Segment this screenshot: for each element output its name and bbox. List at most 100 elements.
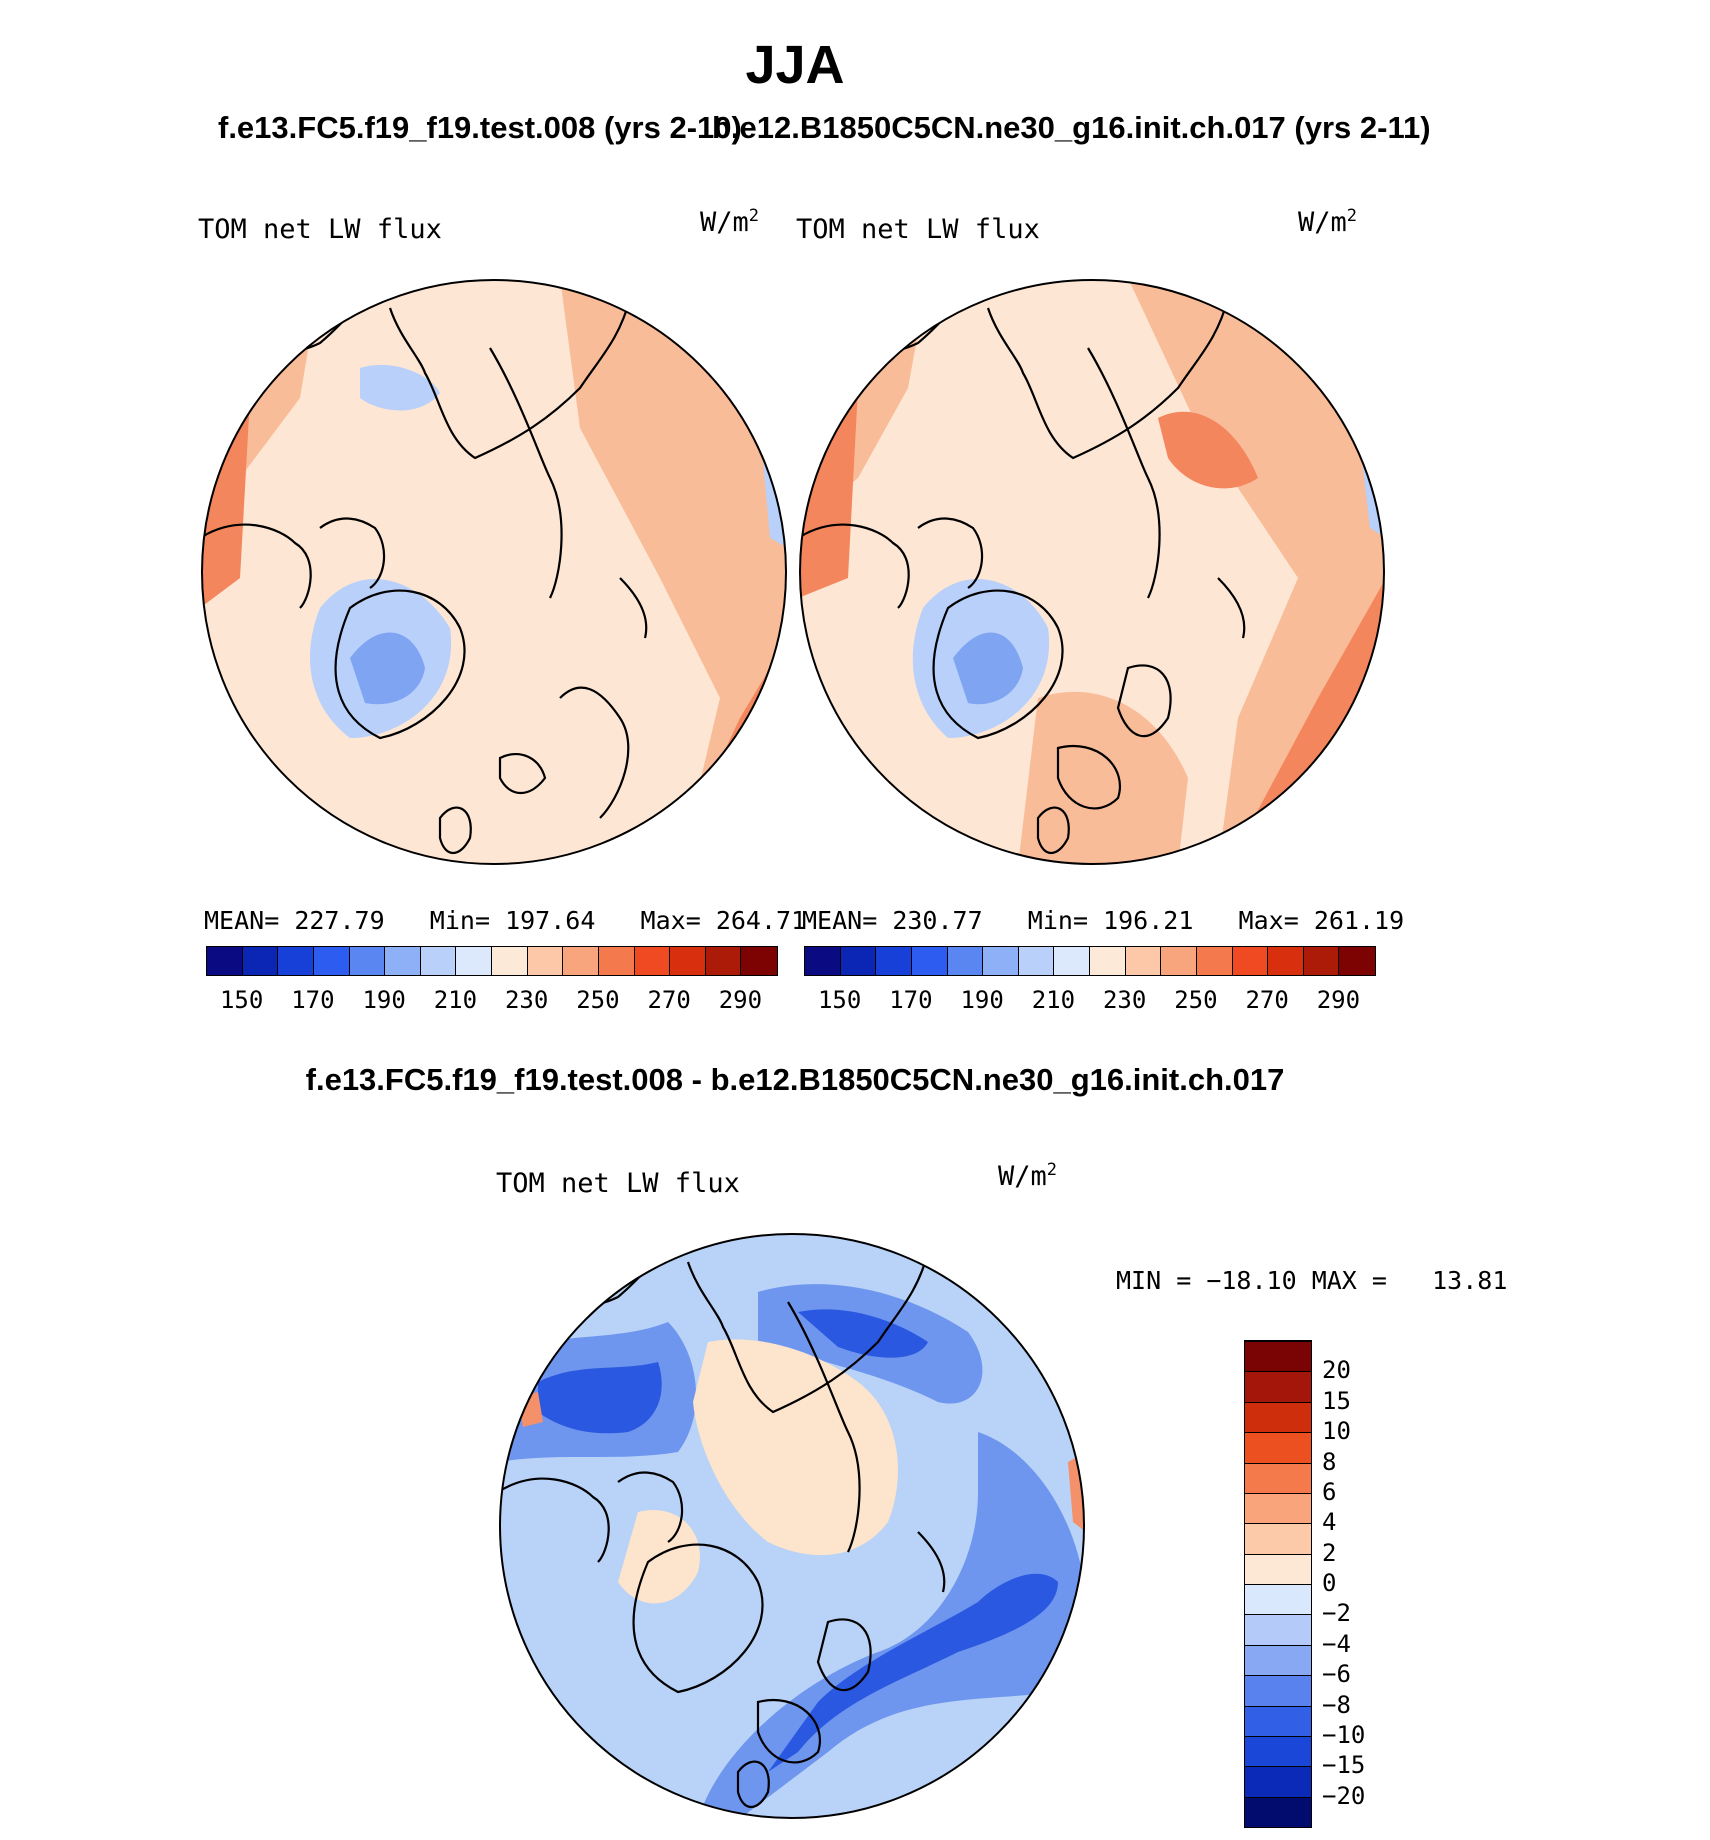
colorbar-tick-label: 230 (1102, 986, 1147, 1014)
colorbar-cell (805, 947, 841, 975)
colorbar-tick-label: −15 (1322, 1751, 1366, 1780)
colorbar-cell (1245, 1432, 1311, 1463)
colorbar-tick-label: −8 (1322, 1690, 1351, 1719)
cool-patch-north (360, 364, 440, 411)
negative-region-east (698, 1432, 1084, 1818)
colorbar-cell (876, 947, 912, 975)
colorbar-tick-label: 2 (1322, 1538, 1337, 1567)
colorbar-tick-label: 290 (1316, 986, 1361, 1014)
colorbar-cell (911, 947, 948, 975)
season-title: JJA (745, 35, 845, 95)
cold-core-greenland (953, 632, 1023, 705)
colorbar-cell (563, 947, 599, 975)
hot-patch-east (1158, 411, 1258, 489)
colorbar-cell (420, 947, 457, 975)
colorbar-cell (207, 947, 243, 975)
diff-units-label: W/m2 (998, 1160, 1058, 1192)
colorbar-tick-label: −20 (1322, 1781, 1366, 1810)
diff-variable-label: TOM net LW flux (496, 1168, 740, 1199)
colorbar-cell (1245, 1401, 1311, 1433)
left-variable-label: TOM net LW flux (198, 214, 442, 245)
colorbar-tick-label: 0 (1322, 1569, 1337, 1597)
right-colorbar-labels: 150 170 190 210 230 250 270 290 (804, 986, 1374, 1016)
colorbar-tick-label: 230 (504, 986, 549, 1014)
right-units-label: W/m2 (1298, 206, 1358, 238)
strong-negative-northwest (538, 1362, 662, 1434)
right-stats: MEAN= 230.77 Min= 196.21 Max= 261.19 (802, 906, 1405, 935)
map-boundary (499, 1233, 1085, 1819)
colorbar-cell (1245, 1371, 1311, 1402)
colorbar-cell (1245, 1644, 1311, 1676)
colorbar-tick-label: 4 (1322, 1508, 1337, 1537)
colorbar-cell (1245, 1735, 1311, 1767)
colorbar-cell (840, 947, 877, 975)
colorbar-cell (670, 947, 706, 975)
coastlines (800, 282, 1246, 855)
positive-region-greenland (618, 1510, 700, 1604)
colorbar-tick-label: 210 (1031, 986, 1076, 1014)
colorbar-tick-label: 290 (718, 986, 763, 1014)
colorbar-cell (1125, 947, 1162, 975)
map-boundary (799, 279, 1385, 865)
left-case-title: f.e13.FC5.f19_f19.test.008 (yrs 2-10) (218, 110, 742, 145)
colorbar-cell (492, 947, 528, 975)
colorbar-cell (1245, 1523, 1311, 1554)
colorbar-cell (1245, 1675, 1311, 1706)
colorbar-cell (1339, 947, 1375, 975)
colorbar-cell (1245, 1341, 1311, 1372)
colorbar-tick-label: 10 (1322, 1417, 1351, 1446)
strong-negative-north (798, 1309, 928, 1358)
coastlines (202, 282, 648, 855)
colorbar-cell (1245, 1584, 1311, 1615)
colorbar-cell (313, 947, 350, 975)
colorbar-tick-label: 150 (219, 986, 264, 1014)
colorbar-cell (1245, 1614, 1311, 1645)
colorbar-tick-label: 270 (1245, 986, 1289, 1014)
colorbar-cell (349, 947, 386, 975)
colorbar-cell (1090, 947, 1126, 975)
colorbar-cell (1268, 947, 1304, 975)
colorbar-cell (456, 947, 492, 975)
colorbar-cell (947, 947, 984, 975)
left-stats: MEAN= 227.79 Min= 197.64 Max= 264.71 (204, 906, 807, 935)
difference-colorbar-labels: −20 −15 −10 −8 −6 −4 −2 0 2 4 6 8 10 15 20 (1322, 1340, 1412, 1826)
difference-colorbar (1244, 1340, 1312, 1828)
colorbar-cell (705, 947, 742, 975)
strong-negative-scandinavia (768, 1573, 1058, 1772)
left-colorbar (206, 946, 778, 976)
colorbar-tick-label: 170 (291, 986, 335, 1014)
colorbar-cell (278, 947, 314, 975)
colorbar-cell (385, 947, 421, 975)
colorbar-tick-label: 20 (1322, 1356, 1351, 1385)
colorbar-tick-label: 190 (362, 986, 406, 1014)
left-colorbar-labels: 150 170 190 210 230 250 270 290 (206, 986, 776, 1016)
positive-region-arctic (693, 1339, 898, 1556)
colorbar-cell (1245, 1796, 1311, 1827)
right-case-title: b.e12.B1850C5CN.ne30_g16.init.ch.017 (yr… (712, 110, 1431, 145)
colorbar-tick-label: −10 (1322, 1720, 1366, 1749)
colorbar-cell (1245, 1492, 1311, 1524)
warm-region-east (560, 280, 786, 864)
colorbar-cell (1245, 1462, 1311, 1493)
colorbar-tick-label: 270 (647, 986, 691, 1014)
diff-minmax: MIN = −18.10 MAX = 13.81 (1116, 1266, 1508, 1295)
right-polar-map (799, 279, 1385, 865)
colorbar-cell (741, 947, 777, 975)
difference-polar-map (499, 1233, 1085, 1819)
cold-core-greenland (350, 632, 425, 705)
colorbar-cell (242, 947, 279, 975)
colorbar-tick-label: 250 (576, 986, 620, 1014)
colorbar-tick-label: 250 (1174, 986, 1218, 1014)
colorbar-tick-label: −2 (1322, 1599, 1351, 1628)
right-variable-label: TOM net LW flux (796, 214, 1040, 245)
colorbar-tick-label: 8 (1322, 1447, 1337, 1476)
right-colorbar (804, 946, 1376, 976)
colorbar-tick-label: 190 (960, 986, 1004, 1014)
colorbar-cell (1245, 1766, 1311, 1797)
colorbar-cell (1303, 947, 1340, 975)
colorbar-tick-label: 210 (433, 986, 478, 1014)
left-polar-map (201, 279, 787, 865)
colorbar-cell (1161, 947, 1197, 975)
difference-title: f.e13.FC5.f19_f19.test.008 - b.e12.B1850… (305, 1062, 1285, 1097)
colorbar-cell (1245, 1705, 1311, 1736)
